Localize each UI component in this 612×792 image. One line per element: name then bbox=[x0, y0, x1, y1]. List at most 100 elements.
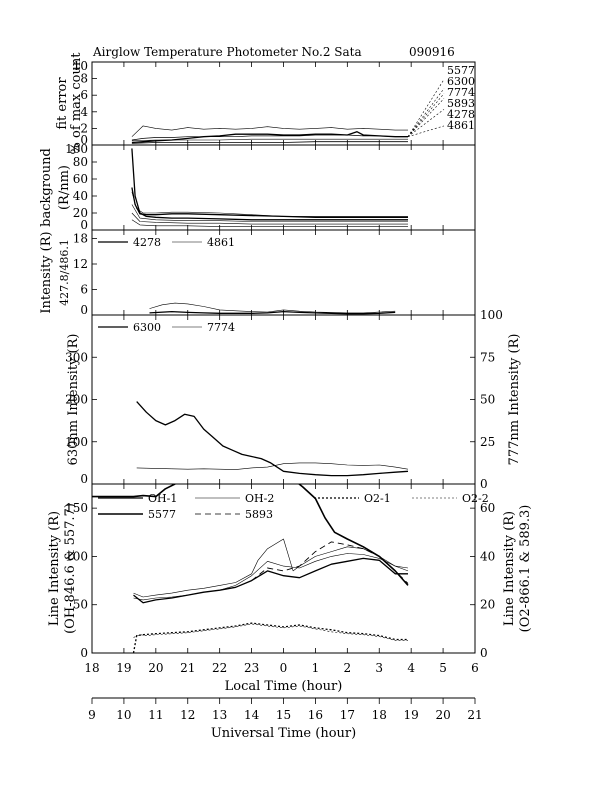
y-tick-label: 4 bbox=[80, 105, 88, 119]
annotation-leader bbox=[407, 109, 445, 137]
ut-tick-label: 13 bbox=[212, 708, 227, 722]
y-tick-label: 150 bbox=[65, 501, 88, 515]
y-axis-label-secondary: % of max count bbox=[69, 52, 84, 155]
x-tick-label: 6 bbox=[471, 661, 479, 675]
series-line-2 bbox=[133, 538, 409, 598]
series-line-5 bbox=[131, 212, 408, 225]
legend-label: 7774 bbox=[207, 321, 235, 334]
legend-label: 4278 bbox=[133, 236, 161, 249]
y-tick-label: 0 bbox=[80, 472, 88, 486]
panel-series-group bbox=[131, 125, 408, 144]
y-axis-label-secondary: (OH-846.6 & 557.7) bbox=[63, 503, 78, 634]
series-line-1 bbox=[136, 401, 409, 477]
y-tick-label: 0 bbox=[80, 303, 88, 317]
panel-frame bbox=[91, 314, 476, 485]
ut-tick-label: 15 bbox=[276, 708, 291, 722]
y-tick-label: 6 bbox=[80, 283, 88, 297]
y-right-axis-label-secondary: (O2-866.1 & 589.3) bbox=[518, 505, 533, 633]
series-line-1 bbox=[133, 557, 408, 604]
series-line-3 bbox=[131, 191, 408, 217]
series-line-4 bbox=[131, 204, 408, 222]
x-tick-label: 1 bbox=[312, 661, 320, 675]
annotation-leader bbox=[407, 98, 445, 137]
series-line-1 bbox=[149, 310, 396, 315]
y-tick-label: 100 bbox=[65, 549, 88, 563]
series-line-6 bbox=[131, 219, 408, 227]
y-right-tick-label: 60 bbox=[480, 501, 495, 515]
ut-tick-label: 18 bbox=[372, 708, 387, 722]
y-right-axis-label: 777nm Intensity (R) bbox=[507, 334, 522, 466]
series-line-5 bbox=[131, 141, 408, 144]
series-line-4 bbox=[131, 138, 408, 142]
legend-label: O2-1 bbox=[364, 492, 391, 505]
annotation-label: 7774 bbox=[447, 86, 475, 99]
x-tick-label: 5 bbox=[439, 661, 447, 675]
y-tick-label: 50 bbox=[73, 598, 88, 612]
panel-frame bbox=[91, 61, 476, 146]
series-line-2 bbox=[149, 302, 396, 314]
legend-label: 5893 bbox=[245, 508, 273, 521]
ut-tick-label: 17 bbox=[340, 708, 355, 722]
y-tick-label: 60 bbox=[73, 172, 88, 186]
chart-date-code: 090916 bbox=[409, 45, 455, 59]
panel-series-group bbox=[136, 401, 409, 477]
y-right-tick-label: 75 bbox=[480, 350, 495, 364]
y-right-tick-label: 40 bbox=[480, 549, 495, 563]
x-tick-label: 18 bbox=[84, 661, 99, 675]
annotation-label: 4861 bbox=[447, 119, 475, 132]
y-tick-label: 20 bbox=[73, 206, 88, 220]
y-tick-label: 0 bbox=[80, 218, 88, 232]
panel-series-group bbox=[149, 302, 396, 315]
x-tick-label: 20 bbox=[148, 661, 163, 675]
annotation-leader bbox=[407, 93, 445, 137]
y-axis-label: Intensity (R) bbox=[39, 231, 54, 313]
y-right-tick-label: 50 bbox=[480, 393, 495, 407]
ut-tick-label: 9 bbox=[88, 708, 96, 722]
legend-label: 5577 bbox=[148, 508, 176, 521]
series-line-1 bbox=[131, 148, 408, 221]
series-line-2 bbox=[131, 134, 408, 141]
y-tick-label: 0 bbox=[80, 646, 88, 660]
ut-tick-label: 16 bbox=[308, 708, 323, 722]
legend-label: OH-2 bbox=[245, 492, 274, 505]
annotation-label: 5577 bbox=[447, 64, 475, 77]
series-line-2 bbox=[136, 462, 409, 470]
y-tick-label: 12 bbox=[73, 257, 88, 271]
series-line-7 bbox=[133, 623, 408, 641]
x-axis-label: Local Time (hour) bbox=[225, 679, 343, 694]
x-tick-label: 22 bbox=[212, 661, 227, 675]
x-tick-label: 21 bbox=[180, 661, 195, 675]
ut-tick-label: 19 bbox=[404, 708, 419, 722]
annotation-leader bbox=[407, 88, 445, 137]
y-tick-label: 10 bbox=[73, 59, 88, 73]
y-tick-label: 300 bbox=[65, 350, 88, 364]
y-tick-label: 100 bbox=[65, 142, 88, 156]
panel-series-group bbox=[131, 148, 408, 227]
series-line-3 bbox=[133, 553, 409, 601]
series-line-5 bbox=[92, 484, 409, 586]
panel-intensity-427-486: 0 6 12 18 Intensity (R) 427.8/486.1 4278 4861 bbox=[39, 229, 476, 317]
annotation-leader bbox=[407, 79, 445, 137]
y-axis-label-secondary: 427.8/486.1 bbox=[58, 239, 71, 306]
y-right-tick-label: 100 bbox=[480, 308, 503, 322]
ut-tick-label: 14 bbox=[244, 708, 260, 722]
ut-tick-label: 12 bbox=[180, 708, 195, 722]
legend-label: OH-1 bbox=[148, 492, 177, 505]
ut-tick-label: 10 bbox=[116, 708, 131, 722]
y-tick-label: 40 bbox=[73, 189, 88, 203]
annotation-label: 4278 bbox=[447, 108, 475, 121]
ut-tick-label: 21 bbox=[467, 708, 482, 722]
ut-tick-label: 11 bbox=[148, 708, 163, 722]
legend-label: O2-2 bbox=[462, 492, 489, 505]
y-axis-label-secondary: (R/nm) bbox=[57, 165, 72, 210]
y-tick-label: 18 bbox=[73, 232, 88, 246]
y-right-tick-label: 0 bbox=[480, 646, 488, 660]
x-tick-label: 4 bbox=[407, 661, 415, 675]
y-tick-label: 6 bbox=[80, 88, 88, 102]
x-tick-label: 3 bbox=[375, 661, 383, 675]
series-line-6 bbox=[132, 622, 408, 653]
